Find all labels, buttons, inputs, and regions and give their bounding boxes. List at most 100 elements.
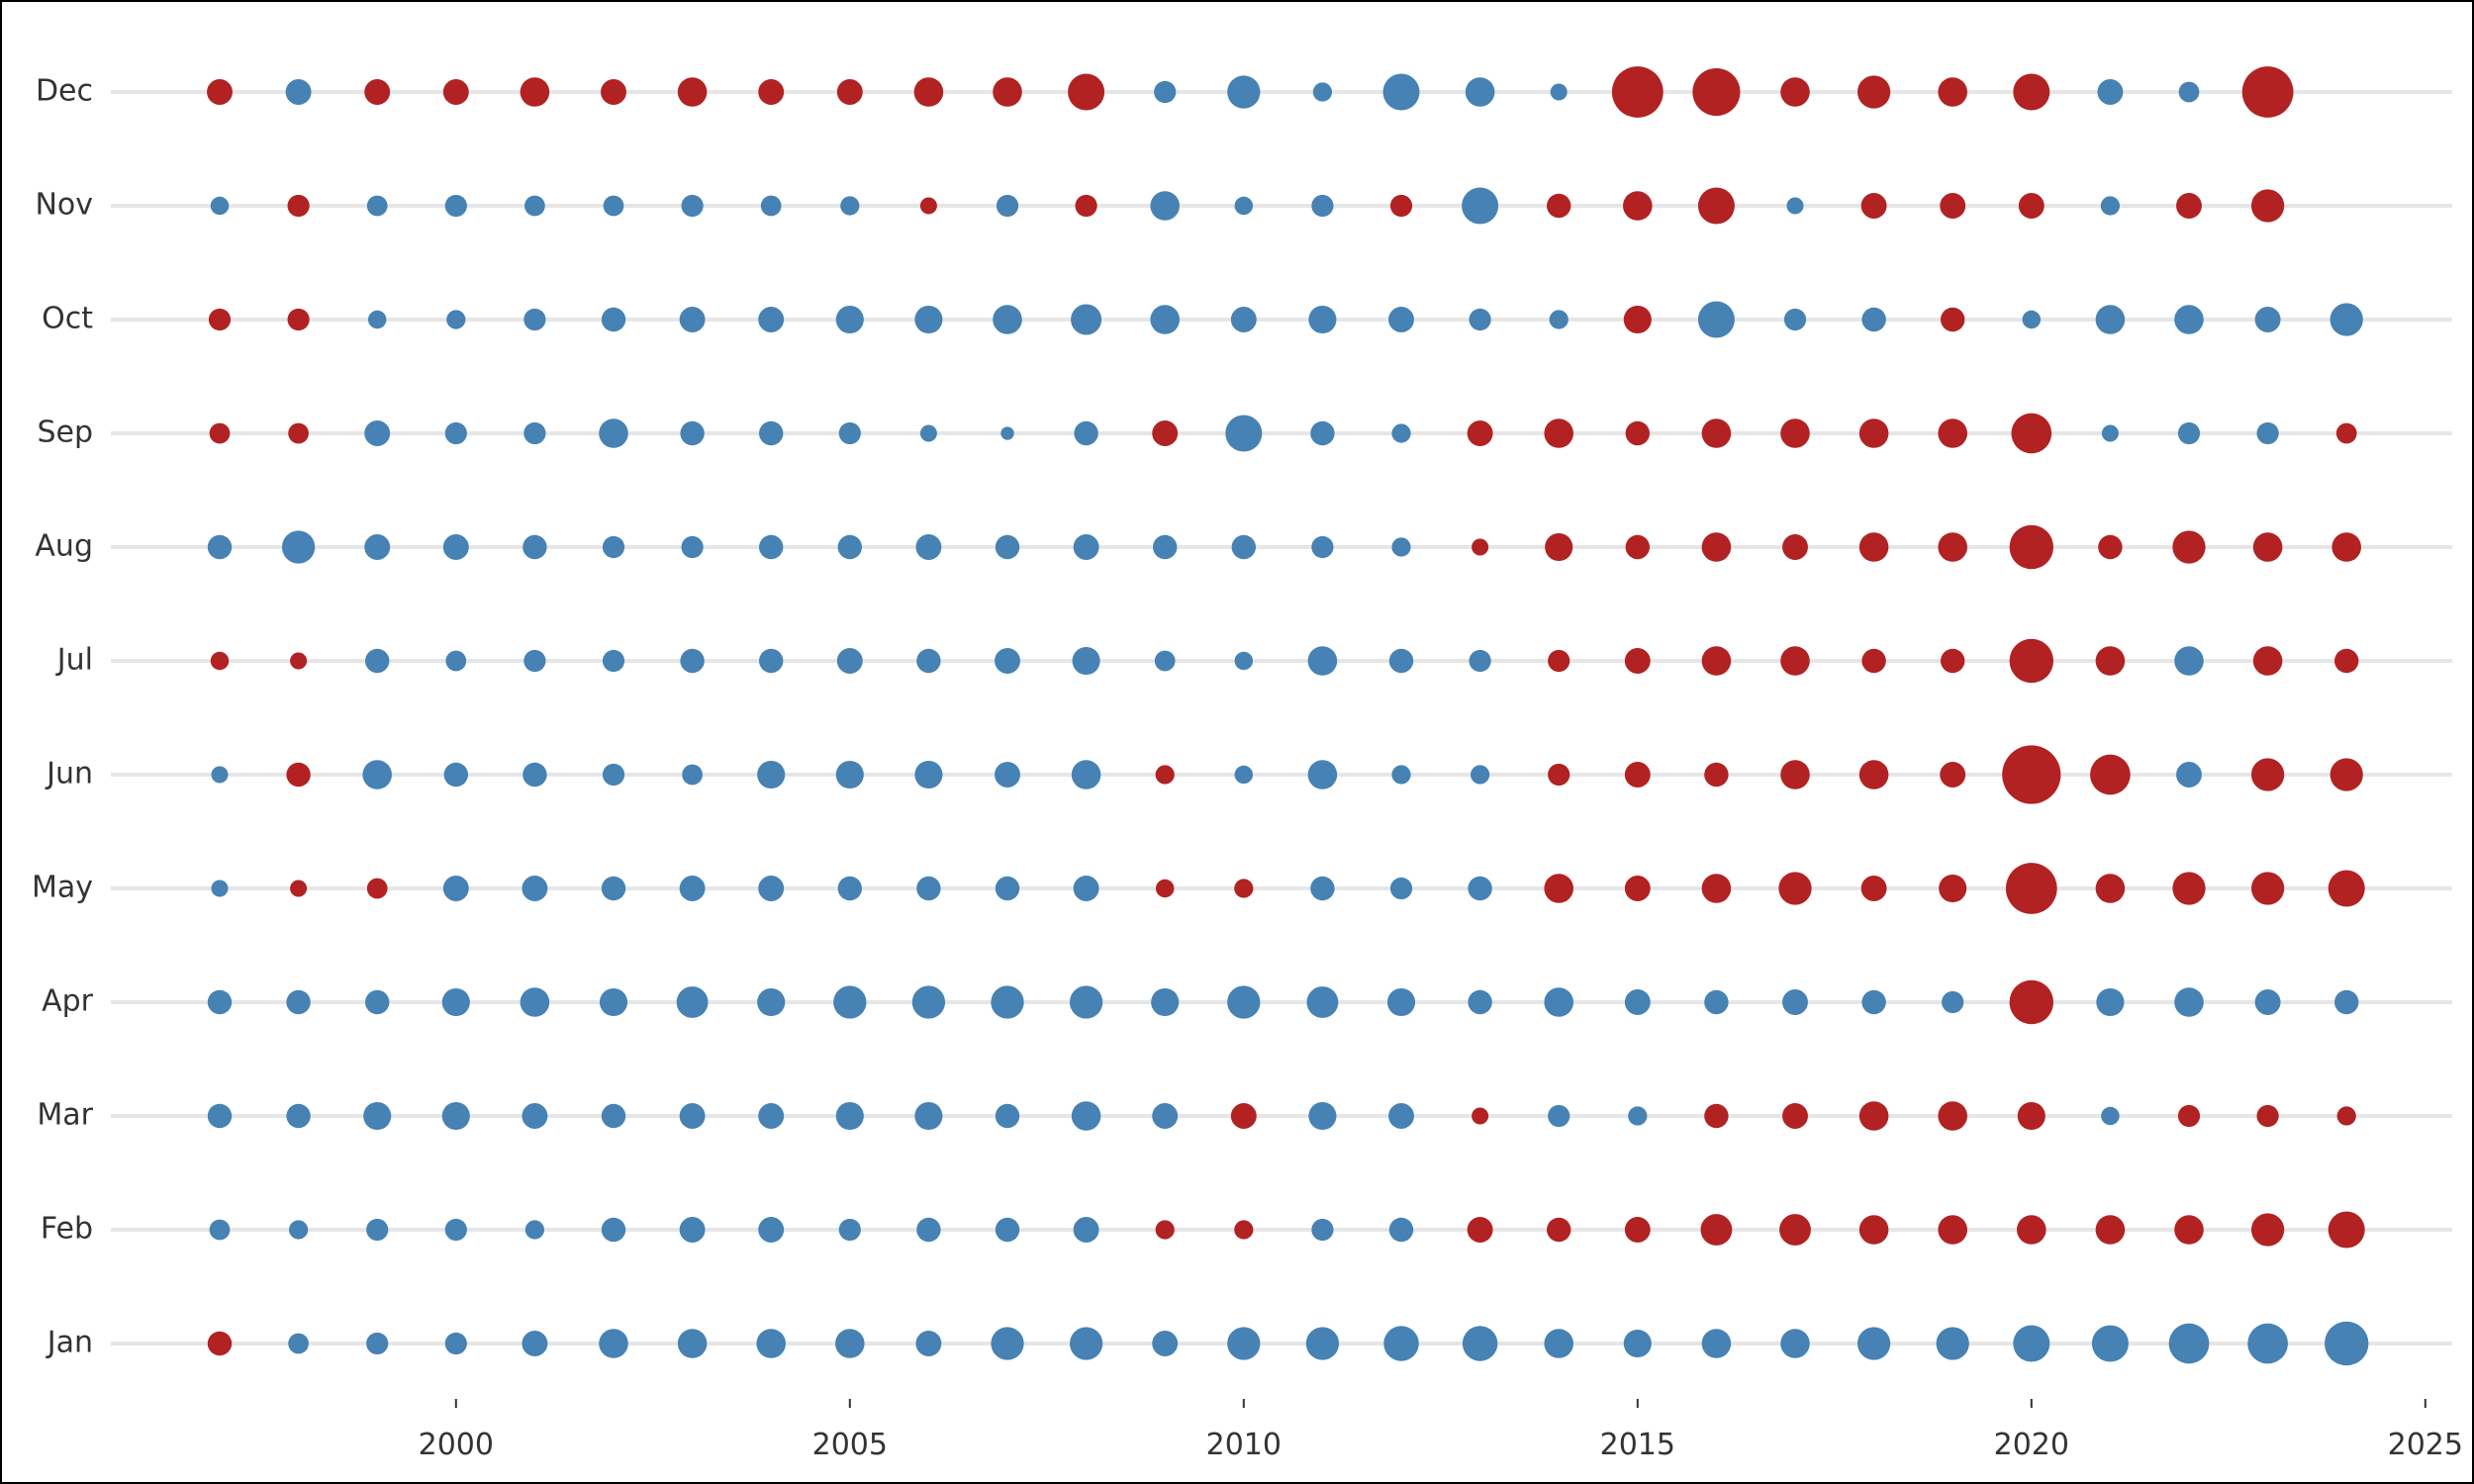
data-point-feb-2013 (1467, 1217, 1493, 1243)
data-point-mar-2018 (1858, 1101, 1889, 1131)
data-point-dec-2005 (836, 79, 863, 105)
data-point-nov-2005 (840, 196, 860, 216)
data-point-aug-1999 (364, 534, 391, 560)
month-label-feb: Feb (41, 1212, 93, 1247)
x-tick-label-2010: 2010 (1206, 1428, 1282, 1462)
data-point-jun-2015 (1624, 762, 1651, 788)
data-point-apr-2020 (2009, 979, 2053, 1025)
data-point-dec-2016 (1692, 67, 1741, 117)
data-point-sep-2005 (838, 421, 861, 445)
data-point-aug-2023 (2252, 532, 2283, 562)
data-point-nov-2006 (919, 197, 937, 215)
data-point-may-2024 (2328, 870, 2365, 907)
data-point-jan-2016 (1701, 1329, 1732, 1358)
data-point-feb-2020 (2017, 1215, 2046, 1245)
data-point-apr-2004 (757, 987, 786, 1017)
data-point-jul-2021 (2095, 646, 2126, 676)
data-point-jun-2018 (1858, 760, 1889, 789)
data-point-aug-2016 (1701, 532, 1732, 562)
data-point-mar-2000 (441, 1101, 470, 1131)
data-point-apr-2021 (2096, 987, 2125, 1017)
data-point-jun-2019 (1940, 762, 1966, 788)
data-point-jul-2024 (2333, 648, 2359, 674)
data-point-may-2022 (2172, 872, 2206, 905)
data-point-feb-2008 (1073, 1217, 1099, 1243)
data-point-jan-2003 (677, 1329, 708, 1358)
data-point-jul-2011 (1307, 646, 1338, 676)
data-point-aug-2019 (1938, 532, 1967, 562)
data-point-jan-2011 (1305, 1327, 1340, 1360)
data-point-jun-2011 (1307, 760, 1338, 789)
month-label-nov: Nov (35, 188, 93, 223)
x-axis: 2000 2005 2010 2015 2020 2025 (419, 1399, 2463, 1462)
data-point-aug-2012 (1391, 537, 1411, 557)
x-tick-label-2025: 2025 (2388, 1428, 2463, 1462)
data-point-sep-2012 (1391, 423, 1411, 443)
data-point-sep-2007 (1000, 426, 1014, 440)
data-point-may-2013 (1468, 876, 1492, 901)
data-points (207, 66, 2369, 1366)
data-point-may-2017 (1778, 872, 1812, 905)
data-point-apr-2013 (1468, 989, 1492, 1015)
data-point-sep-2008 (1074, 420, 1098, 446)
data-point-dec-2021 (2097, 79, 2124, 105)
data-point-jun-1998 (286, 762, 311, 788)
data-point-apr-2018 (1861, 989, 1886, 1015)
data-point-sep-2013 (1467, 420, 1493, 446)
data-point-feb-2005 (838, 1218, 861, 1242)
data-point-apr-1998 (286, 989, 311, 1015)
data-point-nov-2008 (1075, 194, 1097, 218)
data-point-jul-2017 (1780, 646, 1810, 676)
data-point-feb-2021 (2095, 1215, 2126, 1245)
data-point-jul-1998 (290, 652, 308, 670)
data-point-nov-2016 (1697, 187, 1735, 225)
data-point-jul-2016 (1701, 646, 1732, 676)
data-point-may-2010 (1234, 879, 1254, 898)
data-point-jun-2022 (2176, 762, 2202, 788)
data-point-mar-2005 (835, 1101, 864, 1131)
data-point-apr-2024 (2333, 989, 2359, 1015)
data-point-feb-2018 (1858, 1215, 1889, 1245)
data-point-jul-2022 (2174, 646, 2204, 676)
data-point-oct-2006 (914, 305, 943, 334)
data-point-oct-2010 (1230, 307, 1257, 332)
data-point-jul-2004 (758, 648, 784, 674)
data-point-jan-2008 (1069, 1327, 1103, 1360)
month-label-oct: Oct (42, 302, 93, 336)
data-point-may-2007 (995, 876, 1020, 901)
data-point-jun-2021 (2090, 754, 2131, 795)
data-point-dec-2010 (1227, 75, 1261, 109)
month-label-apr: Apr (42, 984, 94, 1019)
data-point-nov-2023 (2250, 189, 2285, 223)
data-point-dec-2009 (1154, 80, 1177, 104)
data-point-aug-2005 (837, 534, 863, 560)
data-point-jul-2003 (680, 648, 705, 674)
data-point-apr-2012 (1386, 987, 1416, 1017)
data-point-jan-2023 (2247, 1323, 2288, 1364)
data-point-mar-2004 (758, 1103, 785, 1129)
data-point-apr-2009 (1151, 987, 1180, 1017)
data-point-dec-2008 (1068, 73, 1105, 111)
data-point-jul-2023 (2252, 646, 2283, 676)
data-point-apr-1999 (364, 989, 390, 1015)
data-point-mar-2024 (2336, 1106, 2356, 1126)
data-point-feb-2010 (1234, 1220, 1254, 1240)
data-point-may-2006 (916, 876, 941, 901)
data-point-oct-2017 (1783, 308, 1807, 331)
data-point-apr-2017 (1782, 989, 1808, 1015)
data-point-jan-2015 (1623, 1329, 1652, 1358)
data-point-nov-1998 (287, 194, 310, 218)
data-point-may-2011 (1310, 876, 1335, 901)
data-point-may-2000 (442, 876, 469, 901)
x-tick-label-2005: 2005 (812, 1428, 888, 1462)
data-point-jul-2008 (1072, 646, 1100, 676)
data-point-mar-2017 (1782, 1103, 1808, 1129)
data-point-aug-1997 (207, 534, 233, 560)
data-point-mar-2023 (2256, 1104, 2279, 1128)
data-point-nov-2019 (1940, 193, 1966, 219)
data-point-jan-2012 (1383, 1326, 1419, 1361)
data-point-mar-2002 (601, 1103, 626, 1129)
data-point-feb-2001 (524, 1220, 545, 1240)
data-point-apr-2014 (1544, 987, 1573, 1017)
data-point-jan-2006 (915, 1331, 942, 1356)
